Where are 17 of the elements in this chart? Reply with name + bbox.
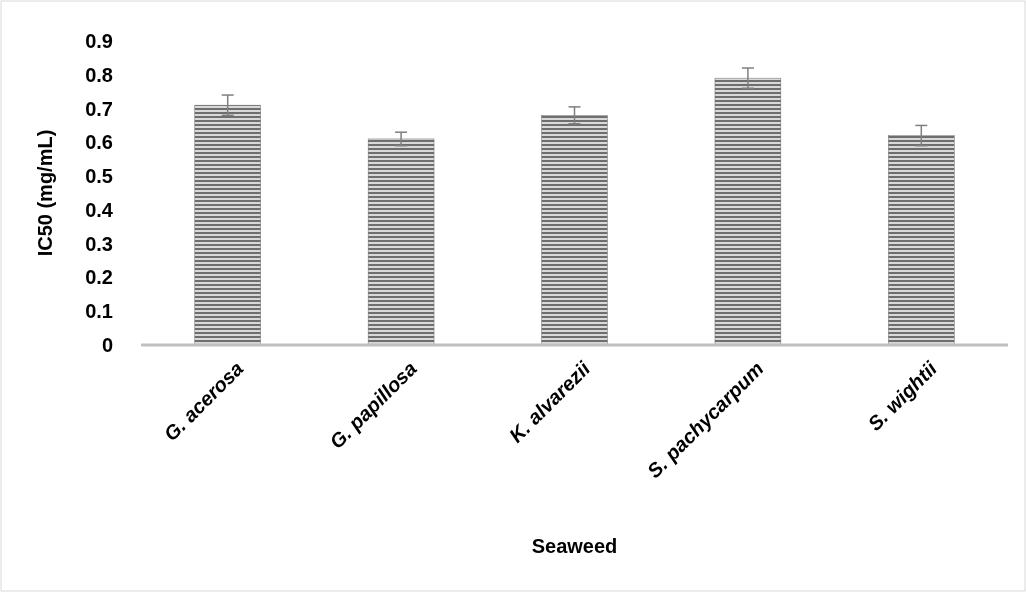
y-tick-label: 0 (101, 334, 113, 356)
x-axis-title: Seaweed (531, 535, 618, 557)
bar (367, 138, 435, 346)
bar (194, 104, 261, 346)
y-tick-label: 0.8 (85, 63, 113, 86)
y-axis-title: IC50 (mg/mL) (34, 129, 56, 257)
y-tick-label: 0.5 (85, 165, 113, 188)
y-tick-label: 0.6 (85, 131, 113, 154)
y-tick-label: 0.7 (85, 97, 113, 120)
y-tick-label: 0.4 (85, 198, 114, 221)
y-tick-label: 0.9 (85, 30, 113, 52)
y-tick-label: 0.2 (85, 266, 113, 289)
bar (541, 115, 608, 346)
y-tick-label: 0.3 (85, 232, 113, 255)
bar (888, 135, 955, 346)
y-tick-label: 0.1 (85, 300, 113, 323)
bar (714, 77, 782, 346)
